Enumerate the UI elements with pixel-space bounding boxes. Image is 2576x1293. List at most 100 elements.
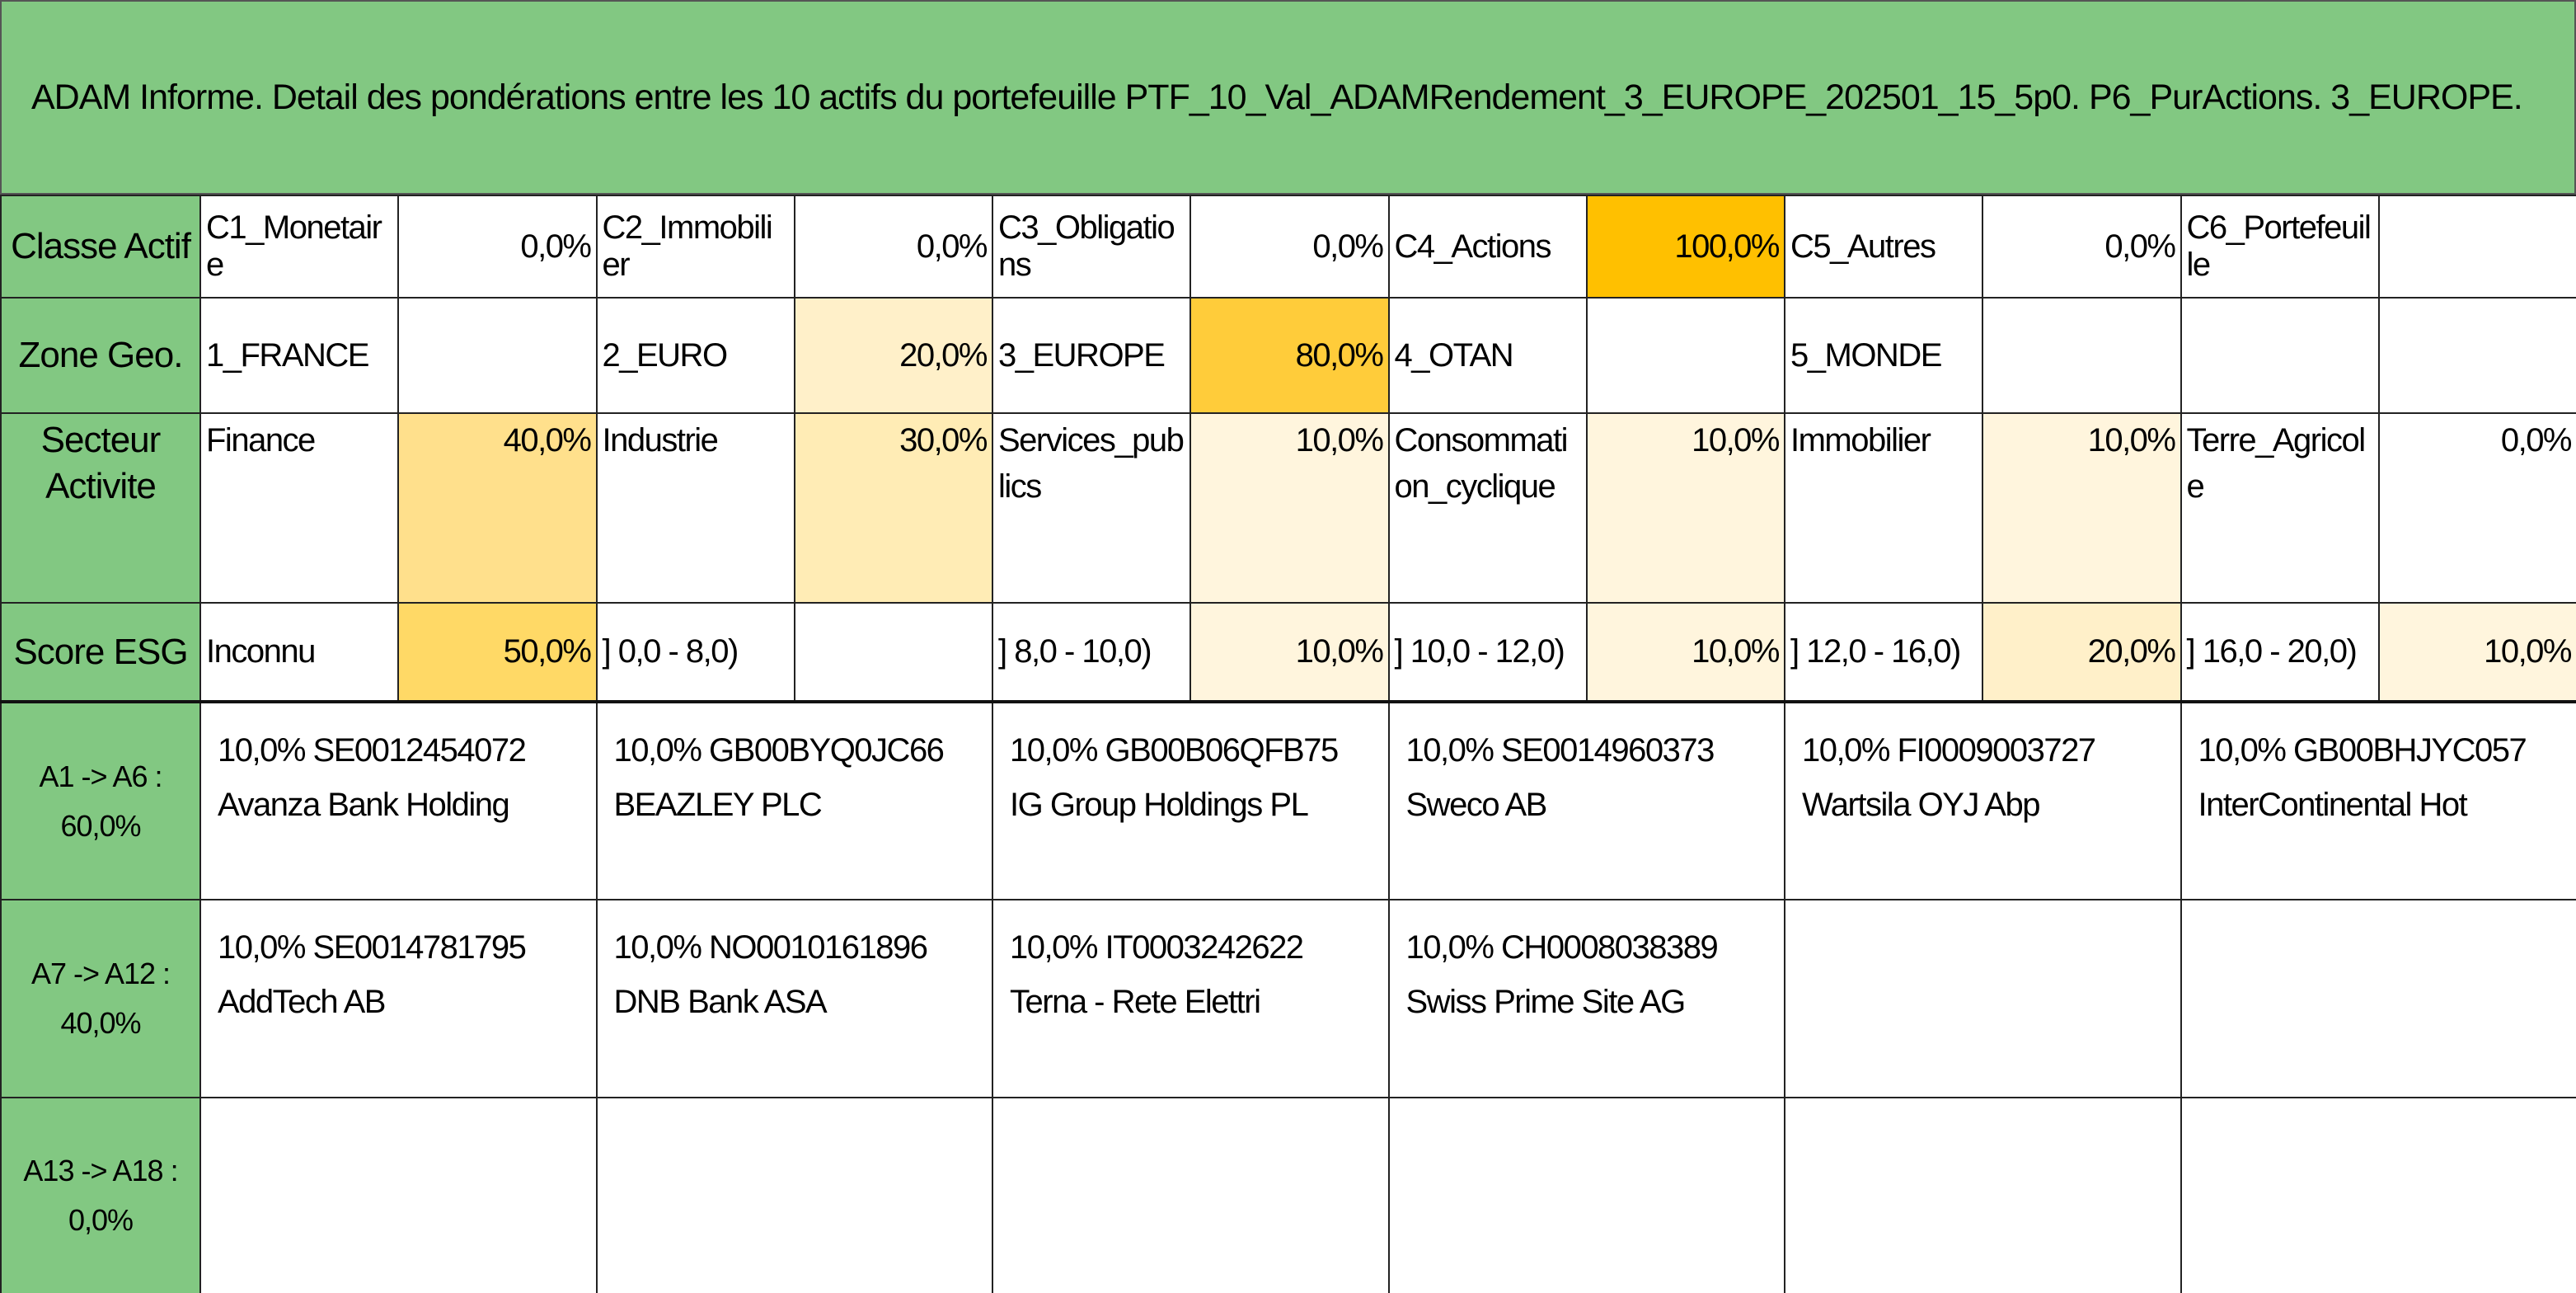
- asset-cell: [2180, 1097, 2576, 1293]
- cell-value: [2377, 195, 2576, 299]
- asset-cell: [1784, 1097, 2182, 1293]
- asset-isin: CH0008038389: [1501, 929, 1719, 966]
- cell-value: 10,0%: [1189, 602, 1390, 703]
- asset-cell: 10,0% CH0008038389 Swiss Prime Site AG: [1387, 899, 1785, 1098]
- asset-isin: FI0009003727: [1897, 732, 2097, 769]
- asset-weight: 10,0%: [218, 732, 306, 769]
- asset-line: 10,0% CH0008038389: [1406, 920, 1768, 975]
- asset-cell: [2180, 899, 2576, 1098]
- asset-weight: 10,0%: [1010, 732, 1098, 769]
- asset-isin: SE0014960373: [1501, 732, 1715, 769]
- asset-row: A1 -> A6 : 60,0% 10,0% SE0012454072 Avanza …: [0, 701, 2576, 900]
- group-total: 60,0%: [60, 808, 141, 843]
- cell-name: ] 12,0 - 16,0): [1783, 602, 1984, 703]
- cell-name: C1_Monetaire: [199, 195, 400, 299]
- asset-row: A7 -> A12 : 40,0% 10,0% SE0014781795 AddTec…: [0, 899, 2576, 1098]
- asset-group-label: A7 -> A12 : 40,0%: [0, 899, 201, 1098]
- asset-name: AddTech AB: [218, 984, 386, 1020]
- cell-name: 4_OTAN: [1387, 297, 1588, 414]
- cell-name: 1_FRANCE: [199, 297, 400, 414]
- asset-name: IG Group Holdings PL: [1010, 787, 1309, 823]
- row: Score ESG Inconnu 50,0%] 0,0 - 8,0)] 8,0 -…: [0, 602, 2576, 703]
- cell-value: 20,0%: [1982, 602, 2182, 703]
- cell-value: 80,0%: [1189, 297, 1390, 414]
- asset-line: 10,0% NO0010161896: [614, 920, 976, 975]
- asset-name: Wartsila OYJ Abp: [1802, 787, 2040, 823]
- asset-cell: 10,0% NO0010161896 DNB Bank ASA: [595, 899, 993, 1098]
- asset-name: Terna - Rete Elettri: [1010, 984, 1261, 1020]
- cell-value: [2377, 297, 2576, 414]
- cell-value: 10,0%: [1982, 412, 2182, 604]
- asset-line: 10,0% FI0009003727: [1802, 723, 2164, 778]
- asset-line: 10,0% GB00BYQ0JC66: [614, 723, 976, 778]
- cell-name: 3_EUROPE: [991, 297, 1192, 414]
- row-label: Score ESG: [0, 602, 201, 703]
- asset-name: Sweco AB: [1405, 787, 1548, 823]
- asset-cell: 10,0% SE0012454072 Avanza Bank Holding: [199, 701, 598, 900]
- row-label: Classe Actif: [0, 195, 201, 299]
- cell-name: C5_Autres: [1783, 195, 1984, 299]
- cell-value: 50,0%: [397, 602, 598, 703]
- cell-value: 0,0%: [1189, 195, 1390, 299]
- cell-value: 0,0%: [397, 195, 598, 299]
- asset-cell: [199, 1097, 598, 1293]
- row-label: Zone Geo.: [0, 297, 201, 414]
- asset-cell: [1784, 899, 2182, 1098]
- cell-value: [793, 602, 994, 703]
- cell-value: 10,0%: [1585, 602, 1786, 703]
- cell-name: Immobilier: [1783, 412, 1984, 604]
- row: Classe Actif C1_Monetaire 0,0% C2_Immobilie…: [0, 195, 2576, 299]
- asset-cell: 10,0% FI0009003727 Wartsila OYJ Abp: [1784, 701, 2182, 900]
- group-range: A13 -> A18 :: [23, 1154, 178, 1187]
- asset-weight: 10,0%: [613, 929, 702, 966]
- asset-isin: GB00B06QFB75: [1105, 732, 1340, 769]
- cell-name: 5_MONDE: [1783, 297, 1984, 414]
- asset-weight: 10,0%: [1010, 929, 1098, 966]
- asset-line: 10,0% GB00B06QFB75: [1010, 723, 1372, 778]
- cell-value: 0,0%: [793, 195, 994, 299]
- group-total: 0,0%: [68, 1203, 134, 1237]
- cell-value: 100,0%: [1585, 195, 1786, 299]
- cell-value: [397, 297, 598, 414]
- asset-name: BEAZLEY PLC: [613, 787, 823, 823]
- cell-name: ] 0,0 - 8,0): [595, 602, 795, 703]
- asset-line: 10,0% GB00BHJYC057: [2198, 723, 2560, 778]
- cell-name: Consommation_cyclique: [1387, 412, 1588, 604]
- asset-name: InterContinental Hot: [2198, 787, 2468, 823]
- cell-value: 40,0%: [397, 412, 598, 604]
- cell-value: [1585, 297, 1786, 414]
- asset-cell: [595, 1097, 993, 1293]
- group-total: 40,0%: [60, 1006, 141, 1040]
- asset-cell: [1387, 1097, 1785, 1293]
- asset-isin: SE0012454072: [312, 732, 527, 769]
- group-range: A7 -> A12 :: [30, 957, 171, 990]
- asset-weight: 10,0%: [218, 929, 306, 966]
- asset-group-label: A13 -> A18 : 0,0%: [0, 1097, 201, 1293]
- cell-name: Services_publics: [991, 412, 1192, 604]
- cell-name: C2_Immobilier: [595, 195, 795, 299]
- asset-cell: 10,0% GB00BYQ0JC66 BEAZLEY PLC: [595, 701, 993, 900]
- asset-name: DNB Bank ASA: [613, 984, 828, 1020]
- asset-line: 10,0% IT0003242622: [1010, 920, 1372, 975]
- cell-value: 0,0%: [2377, 412, 2576, 604]
- asset-cell: 10,0% IT0003242622 Terna - Rete Elettri: [992, 899, 1390, 1098]
- row-label: Secteur Activite: [0, 412, 201, 604]
- asset-weight: 10,0%: [1802, 732, 1890, 769]
- cell-value: 0,0%: [1982, 195, 2182, 299]
- cell-value: 20,0%: [793, 297, 994, 414]
- cell-name: ] 10,0 - 12,0): [1387, 602, 1588, 703]
- weights-table: Classe Actif C1_Monetaire 0,0% C2_Immobilie…: [0, 195, 2576, 1293]
- asset-line: 10,0% SE0014781795: [218, 920, 579, 975]
- asset-cell: 10,0% GB00BHJYC057 InterContinental Hot: [2180, 701, 2576, 900]
- asset-line: 10,0% SE0014960373: [1406, 723, 1768, 778]
- cell-name: 2_EURO: [595, 297, 795, 414]
- cell-name: [2180, 297, 2380, 414]
- cell-name: Inconnu: [199, 602, 400, 703]
- cell-value: 30,0%: [793, 412, 994, 604]
- asset-weight: 10,0%: [2198, 732, 2287, 769]
- asset-isin: GB00BHJYC057: [2293, 732, 2527, 769]
- asset-isin: IT0003242622: [1105, 929, 1305, 966]
- cell-name: C3_Obligations: [991, 195, 1192, 299]
- row: Zone Geo. 1_FRANCE 2_EURO 20,0% 3_EUROPE 80,0…: [0, 297, 2576, 414]
